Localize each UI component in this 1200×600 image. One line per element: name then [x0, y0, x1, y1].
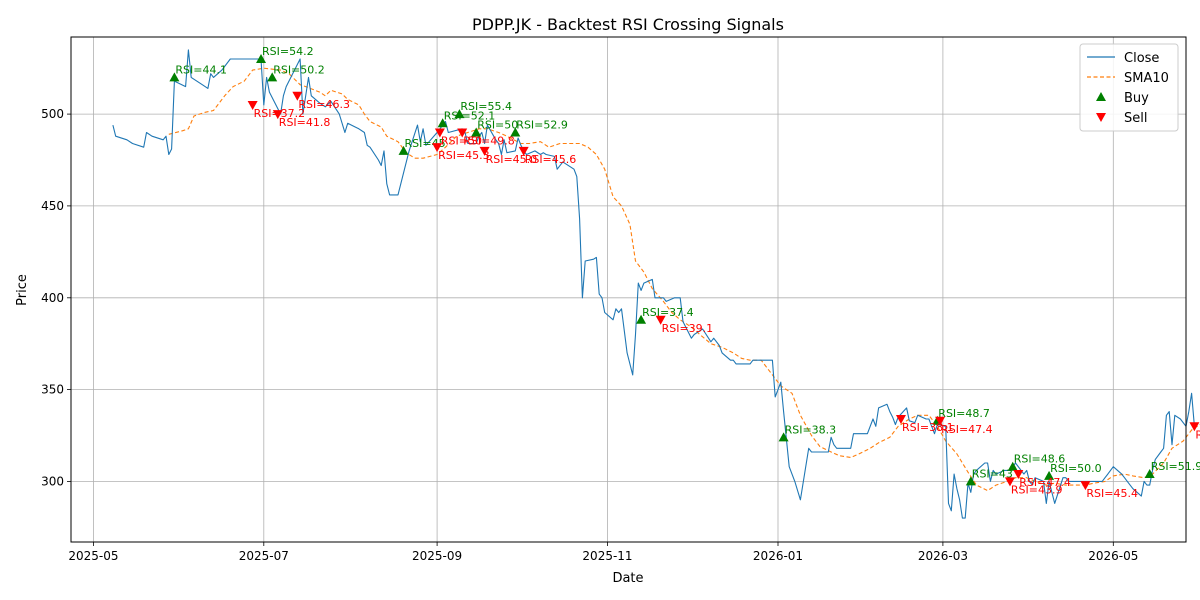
x-axis-label: Date: [612, 571, 643, 586]
legend-sma10-label: SMA10: [1124, 71, 1169, 86]
buy-marker: [454, 109, 465, 119]
sell-marker: [1004, 477, 1015, 487]
y-tick-label: 350: [41, 383, 64, 397]
sell-marker: [518, 146, 529, 156]
buy-marker: [437, 118, 448, 128]
sell-marker: [1080, 481, 1091, 491]
sell-marker: [434, 128, 445, 138]
sell-rsi-label: RSI=47.4: [1019, 476, 1071, 489]
buy-marker: [267, 72, 278, 82]
sell-rsi-label: RSI=45.4: [1086, 487, 1138, 500]
sell-rsi-label: RSI=41.8: [279, 116, 331, 129]
buy-marker: [398, 145, 409, 155]
buy-rsi-label: RSI=37.4: [642, 306, 694, 319]
buy-marker: [778, 432, 789, 442]
sell-marker: [895, 414, 906, 424]
sell-rsi-label: RSI=46.3: [298, 98, 350, 111]
sell-marker: [655, 315, 666, 325]
buy-rsi-label: RSI=50: [477, 119, 518, 132]
sell-marker: [479, 146, 490, 156]
buy-rsi-label: RSI=54.2: [262, 45, 314, 58]
buy-marker: [510, 127, 521, 137]
buy-marker: [256, 54, 267, 64]
sell-rsi-label: RSI=49.8: [463, 135, 515, 148]
legend-buy-swatch: [1096, 92, 1106, 101]
buy-rsi-label: RSI=52.1: [444, 109, 496, 122]
sma10-line: [168, 67, 1200, 492]
x-tick-label: 2025-07: [239, 549, 289, 563]
sell-rsi-label: RSI=39.1: [662, 322, 714, 335]
close-series: [112, 49, 1195, 519]
chart-title: PDPP.JK - Backtest RSI Crossing Signals: [472, 15, 784, 34]
sell-rsi-label: RSI=43.9: [1011, 483, 1063, 496]
sell-marker: [1013, 470, 1024, 480]
sell-rsi-label: RSI=45.3: [438, 149, 490, 162]
x-tick-label: 2025-11: [582, 549, 632, 563]
close-line: [112, 49, 1195, 519]
buy-rsi-label: RSI=52.9: [516, 119, 568, 132]
grid: [71, 37, 1186, 542]
buy-rsi-label: RSI=43: [972, 467, 1013, 480]
sma10-series: [168, 67, 1200, 492]
legend-sell-swatch: [1096, 113, 1106, 122]
plot-frame: [70, 36, 1187, 543]
buy-marker: [965, 476, 976, 486]
buy-marker: [471, 127, 482, 137]
y-tick-label: 400: [41, 291, 64, 305]
legend-sell-label: Sell: [1124, 111, 1147, 126]
buy-rsi-label: RSI=48.7: [938, 407, 990, 420]
x-tick-label: 2026-01: [753, 549, 803, 563]
sell-marker: [247, 100, 258, 110]
signal-markers: RSI=44.1RSI=54.2RSI=50.2RSI=45RSI=52.1RS…: [169, 45, 1200, 500]
sell-rsi-label: RSI=45.0: [486, 153, 538, 166]
sell-marker: [457, 128, 468, 138]
sell-marker: [1189, 422, 1200, 432]
axis-ticks: 2025-05 2025-07 2025-09 2025-11 2026-01 2026-…: [41, 107, 1138, 563]
legend-close-label: Close: [1124, 51, 1159, 66]
buy-marker: [169, 72, 180, 82]
y-tick-label: 500: [41, 107, 64, 121]
buy-rsi-label: RSI=55.4: [460, 100, 512, 113]
sell-marker: [935, 416, 946, 426]
buy-rsi-label: RSI=50.2: [273, 63, 325, 76]
legend: Close SMA10 Buy Sell: [1079, 43, 1179, 132]
buy-marker: [1044, 470, 1055, 480]
buy-rsi-label: RSI=50.0: [1050, 462, 1102, 475]
buy-rsi-label: RSI=38.3: [785, 423, 837, 436]
buy-rsi-label: RSI=48.6: [1014, 453, 1066, 466]
x-tick-label: 2025-09: [412, 549, 462, 563]
x-tick-label: 2025-05: [68, 549, 118, 563]
y-axis-label: Price: [15, 274, 30, 306]
legend-box: [1079, 43, 1179, 132]
buy-rsi-label: RSI=44.1: [175, 63, 227, 76]
sell-marker: [292, 91, 303, 101]
sell-marker: [432, 143, 443, 153]
y-tick-label: 300: [41, 474, 64, 488]
sell-rsi-label: RSI=47.4: [941, 423, 993, 436]
buy-rsi-label: RSI=51.9: [1151, 460, 1200, 473]
x-tick-label: 2026-03: [918, 549, 968, 563]
sell-rsi-label: RSI=45.6: [525, 153, 577, 166]
sell-rsi-label: RSI=56.0: [1195, 428, 1200, 441]
buy-marker: [636, 314, 647, 324]
sell-marker: [272, 110, 283, 120]
buy-marker: [1007, 461, 1018, 471]
buy-marker: [1144, 469, 1155, 479]
x-tick-label: 2026-05: [1088, 549, 1138, 563]
sell-rsi-label: RSI=50: [441, 135, 482, 148]
legend-buy-label: Buy: [1124, 91, 1149, 106]
y-tick-label: 450: [41, 199, 64, 213]
